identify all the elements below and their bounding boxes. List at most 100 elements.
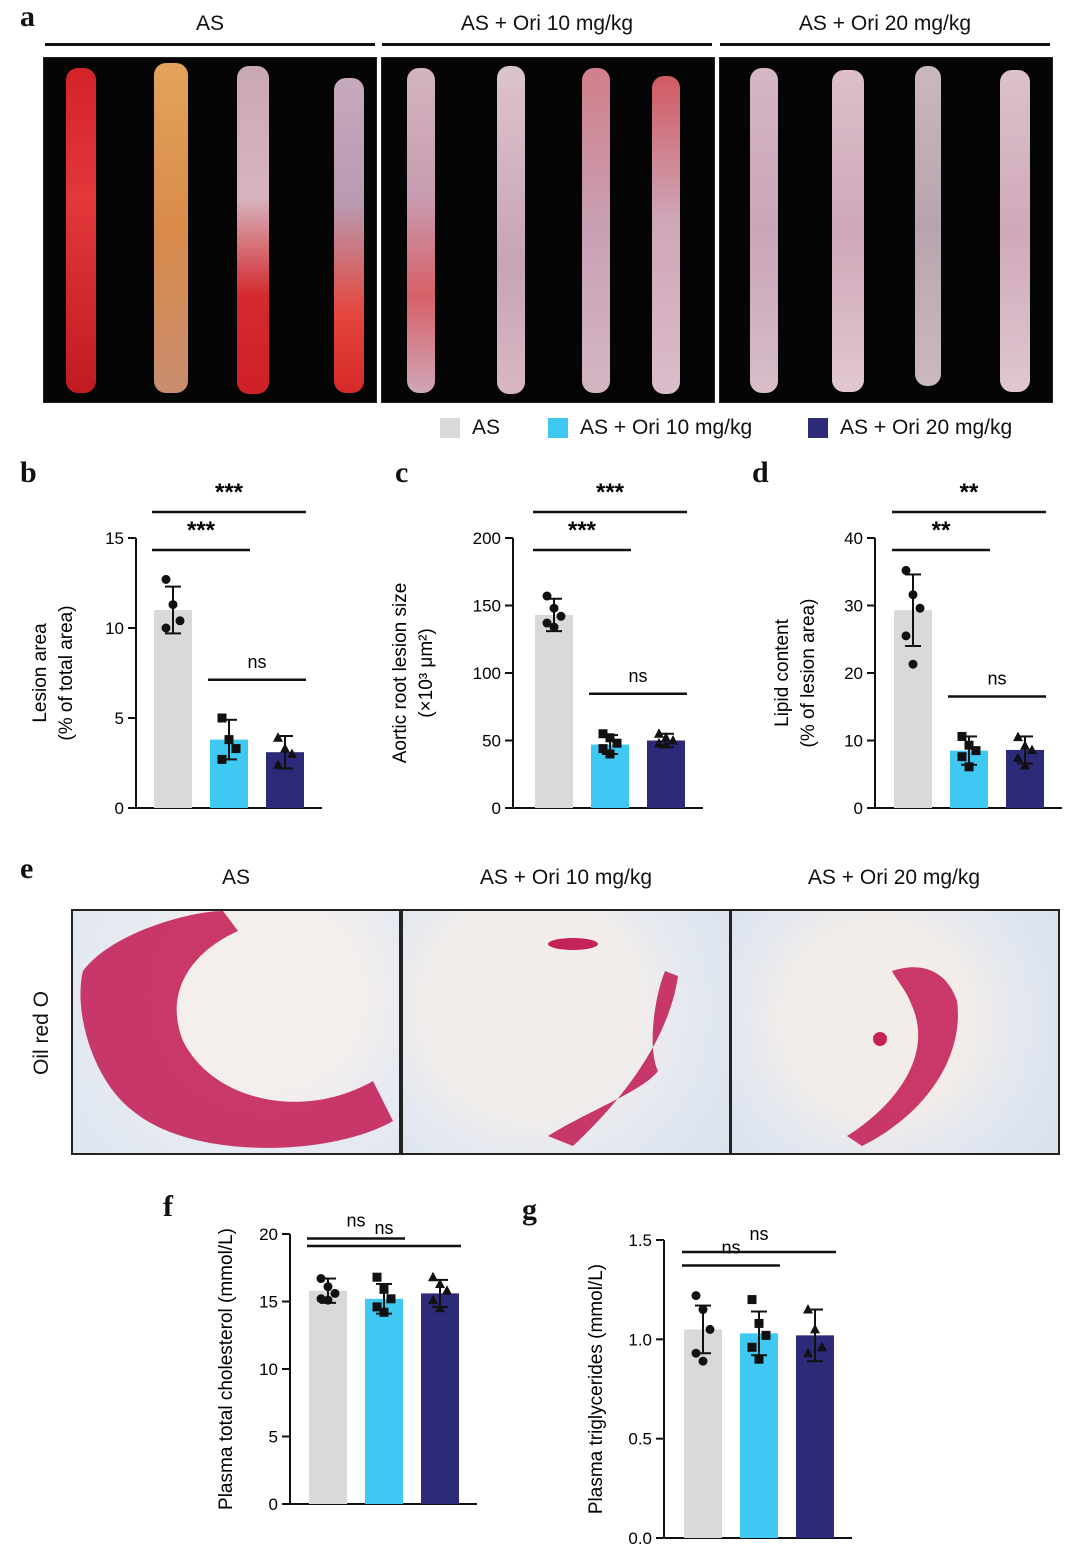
y-axis-label: Plasma total cholesterol (mmol/L)	[216, 1228, 237, 1510]
data-point	[372, 1272, 382, 1282]
data-point	[754, 1318, 764, 1328]
y-axis-label: Lipid content	[772, 618, 793, 726]
data-point	[698, 1305, 708, 1315]
data-point	[556, 611, 566, 621]
data-point	[280, 743, 290, 753]
data-point	[908, 590, 918, 600]
data-point	[661, 739, 671, 749]
data-point	[1020, 740, 1030, 750]
y-tick-label: 5	[115, 709, 124, 728]
significance-label: ns	[247, 652, 266, 672]
legend-swatch	[548, 418, 568, 438]
y-tick-label: 10	[259, 1360, 278, 1379]
y-tick-label: 1.5	[628, 1231, 652, 1250]
significance-label: **	[960, 479, 979, 506]
data-point	[964, 740, 974, 750]
data-point	[803, 1304, 813, 1314]
group-rule	[720, 43, 1050, 46]
y-tick-label: 100	[473, 664, 501, 683]
data-point	[901, 565, 911, 575]
y-axis-label: Lesion area	[30, 623, 51, 723]
significance-label: ns	[346, 1211, 365, 1231]
group-rule	[45, 43, 375, 46]
data-point	[908, 659, 918, 669]
data-point	[161, 574, 171, 584]
data-point	[273, 759, 283, 769]
panel-letter-d: d	[752, 456, 769, 489]
y-tick-label: 0	[854, 799, 863, 818]
data-point	[612, 738, 622, 748]
y-tick-label: 15	[105, 529, 124, 548]
y-tick-label: 0.5	[628, 1430, 652, 1449]
panel-letter-g: g	[522, 1193, 537, 1226]
panel-letter-b: b	[20, 456, 37, 489]
significance-label: ns	[721, 1238, 740, 1258]
bar	[796, 1335, 834, 1538]
data-point	[372, 1302, 382, 1312]
legend-item-ori10: AS + Ori 10 mg/kg	[548, 416, 752, 440]
legend-swatch	[440, 418, 460, 438]
data-point	[661, 732, 671, 742]
panel-letter-c: c	[395, 456, 409, 489]
data-point	[549, 622, 559, 632]
data-point	[810, 1323, 820, 1334]
data-point	[428, 1271, 438, 1282]
data-point	[957, 731, 967, 741]
panel-letter-e: e	[20, 852, 34, 885]
data-point	[161, 623, 171, 633]
data-point	[217, 754, 227, 764]
significance-label: ns	[987, 668, 1006, 688]
significance-label: ns	[628, 666, 647, 686]
data-point	[605, 749, 615, 759]
data-point	[803, 1347, 813, 1358]
micrograph-ori10	[401, 909, 731, 1155]
bar	[535, 614, 573, 808]
data-point	[668, 735, 678, 745]
micro-label-ori10: AS + Ori 10 mg/kg	[479, 866, 653, 889]
panel-letter-f: f	[163, 1190, 173, 1223]
data-point	[330, 1288, 340, 1298]
bar	[365, 1298, 403, 1504]
y-tick-label: 20	[259, 1225, 278, 1244]
data-point	[691, 1348, 701, 1358]
data-point	[542, 591, 552, 601]
data-point	[1013, 752, 1023, 763]
significance-label: ***	[568, 517, 597, 544]
data-point	[224, 735, 234, 745]
y-tick-label: 200	[473, 529, 501, 548]
significance-label: ns	[749, 1224, 768, 1244]
y-tick-label: 15	[259, 1293, 278, 1312]
y-axis-label: (% of total area)	[56, 605, 77, 740]
data-point	[915, 603, 925, 613]
data-point	[691, 1291, 701, 1301]
y-tick-label: 5	[269, 1428, 278, 1447]
y-tick-label: 0	[269, 1495, 278, 1514]
group-label-as: AS	[195, 12, 224, 35]
data-point	[435, 1278, 445, 1288]
bar	[647, 740, 685, 808]
data-point	[817, 1341, 827, 1352]
y-tick-label: 40	[844, 529, 863, 548]
data-point	[598, 729, 608, 739]
micrograph-as	[71, 909, 401, 1155]
data-point	[168, 600, 178, 610]
group-rule	[382, 43, 712, 46]
micro-label-ori20: AS + Ori 20 mg/kg	[807, 866, 981, 889]
data-point	[217, 713, 227, 723]
data-point	[323, 1295, 333, 1305]
y-tick-label: 20	[844, 664, 863, 683]
data-point	[1013, 731, 1023, 742]
y-tick-label: 0	[115, 799, 124, 818]
y-tick-label: 50	[482, 732, 501, 751]
legend-item-as: AS	[440, 416, 500, 440]
y-axis-label: (×10³ μm²)	[416, 628, 437, 718]
data-point	[273, 732, 283, 742]
y-tick-label: 0	[492, 799, 501, 818]
y-axis-label: Plasma triglycerides (mmol/L)	[586, 1264, 607, 1514]
y-axis-label: Aortic root lesion size	[390, 583, 411, 764]
data-point	[442, 1285, 452, 1295]
data-point	[379, 1307, 389, 1317]
data-point	[323, 1282, 333, 1292]
data-point	[175, 616, 185, 626]
